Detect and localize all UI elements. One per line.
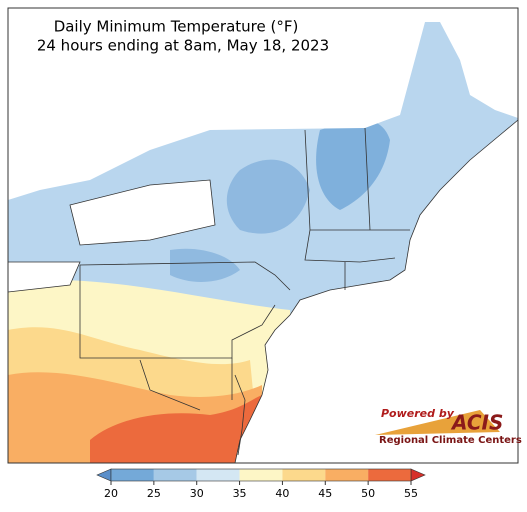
logo-swoosh [375, 410, 500, 435]
colorbar: 20 25 30 35 40 45 50 55 [96, 468, 426, 500]
state-line [79, 265, 276, 359]
colorbar-tick-label: 35 [233, 487, 247, 500]
cold-patch [226, 159, 310, 234]
colorbar-bin [153, 469, 197, 481]
colorbar-over [410, 468, 426, 482]
state-line [310, 127, 410, 290]
subtitle: 24 hours ending at 8am, May 18, 2023 [37, 37, 329, 55]
title: Daily Minimum Temperature (°F) [54, 18, 299, 36]
colorbar-bin [239, 469, 283, 481]
colorbar-tick-label: 45 [318, 487, 332, 500]
map [8, 8, 518, 463]
state-line [139, 358, 233, 411]
colorbar-tick-label: 40 [275, 487, 289, 500]
colorbar-tick-label: 30 [190, 487, 204, 500]
colorbar-tick-label: 55 [404, 487, 418, 500]
colorbar-under [96, 468, 112, 482]
ocean [234, 119, 518, 463]
map-frame [7, 7, 519, 464]
logo: Powered by ACIS Regional Climate Centers [375, 407, 522, 446]
lake-ontario [69, 179, 216, 246]
colorbar-bin [196, 469, 240, 481]
state-line [79, 261, 291, 291]
colorbar-tick-label: 20 [104, 487, 118, 500]
lake-erie [8, 261, 81, 293]
logo-name: ACIS [450, 411, 503, 435]
cold-patch [170, 248, 240, 282]
colorbar-bin [111, 469, 154, 481]
canada [8, 8, 518, 200]
colorbar-frame [110, 468, 412, 482]
colorbar-tick-label: 25 [147, 487, 161, 500]
colorbar-bin [282, 469, 326, 481]
logo-powered: Powered by [381, 407, 455, 420]
logo-subtitle: Regional Climate Centers [379, 435, 522, 446]
warm-band [90, 395, 262, 463]
colorbar-tick-label: 50 [361, 487, 375, 500]
colorbar-bin [368, 469, 411, 481]
cold-patch [316, 120, 390, 210]
chesapeake [234, 374, 246, 456]
colorbar-bin [325, 469, 369, 481]
state-line [304, 129, 396, 263]
